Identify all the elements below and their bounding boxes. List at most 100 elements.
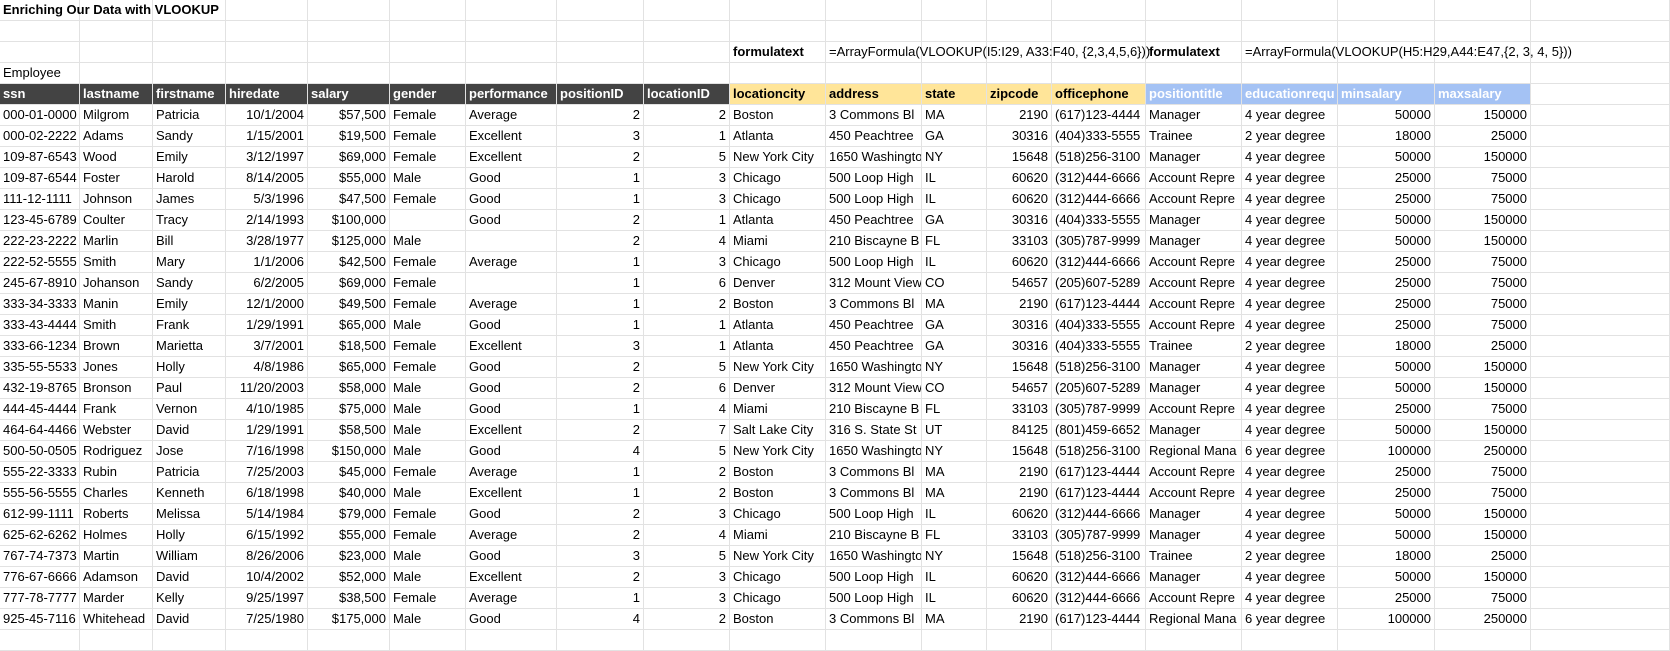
cell-state[interactable]: MA <box>922 483 987 504</box>
cell-educationrequ[interactable]: 2 year degree <box>1242 126 1338 147</box>
cell[interactable] <box>390 42 466 63</box>
cell[interactable] <box>308 21 390 42</box>
cell-salary[interactable]: $49,500 <box>308 294 390 315</box>
cell-zipcode[interactable]: 60620 <box>987 567 1052 588</box>
cell-maxsalary[interactable]: 25000 <box>1435 336 1531 357</box>
cell-minsalary[interactable]: 50000 <box>1338 147 1435 168</box>
cell-minsalary[interactable]: 50000 <box>1338 231 1435 252</box>
cell-address[interactable]: 450 Peachtree <box>826 336 922 357</box>
cell-positiontitle[interactable]: Manager <box>1146 504 1242 525</box>
cell-maxsalary[interactable]: 150000 <box>1435 420 1531 441</box>
cell-address[interactable]: 3 Commons Bl <box>826 105 922 126</box>
cell-hiredate[interactable]: 6/18/1998 <box>226 483 308 504</box>
cell-positionid[interactable]: 2 <box>557 504 644 525</box>
cell-positiontitle[interactable]: Trainee <box>1146 126 1242 147</box>
cell-maxsalary[interactable]: 75000 <box>1435 483 1531 504</box>
cell[interactable] <box>1531 0 1670 21</box>
cell-performance[interactable]: Excellent <box>466 420 557 441</box>
cell-firstname[interactable]: Holly <box>153 525 226 546</box>
cell-address[interactable]: 500 Loop High <box>826 168 922 189</box>
cell[interactable] <box>226 21 308 42</box>
cell-maxsalary[interactable]: 75000 <box>1435 252 1531 273</box>
cell-positiontitle[interactable]: Account Repre <box>1146 189 1242 210</box>
cell[interactable] <box>390 21 466 42</box>
cell-maxsalary[interactable]: 75000 <box>1435 315 1531 336</box>
cell-address[interactable]: 500 Loop High <box>826 504 922 525</box>
cell-performance[interactable]: Good <box>466 546 557 567</box>
cell-ssn[interactable]: 333-66-1234 <box>0 336 80 357</box>
cell[interactable] <box>730 0 826 21</box>
cell-salary[interactable]: $79,000 <box>308 504 390 525</box>
cell-educationrequ[interactable]: 4 year degree <box>1242 252 1338 273</box>
cell-firstname[interactable]: Holly <box>153 357 226 378</box>
cell-educationrequ[interactable]: 4 year degree <box>1242 147 1338 168</box>
cell-minsalary[interactable]: 25000 <box>1338 399 1435 420</box>
cell-performance[interactable]: Good <box>466 168 557 189</box>
cell-zipcode[interactable]: 30316 <box>987 336 1052 357</box>
cell[interactable] <box>557 0 644 21</box>
header-officephone[interactable]: officephone <box>1052 84 1146 105</box>
cell-positionid[interactable]: 1 <box>557 315 644 336</box>
cell-maxsalary[interactable]: 25000 <box>1435 126 1531 147</box>
cell-gender[interactable]: Male <box>390 168 466 189</box>
cell[interactable] <box>922 63 987 84</box>
cell-ssn[interactable]: 776-67-6666 <box>0 567 80 588</box>
cell-firstname[interactable]: David <box>153 420 226 441</box>
cell[interactable] <box>466 630 557 651</box>
cell-hiredate[interactable]: 1/29/1991 <box>226 315 308 336</box>
cell-positiontitle[interactable]: Manager <box>1146 420 1242 441</box>
cell-locationid[interactable]: 3 <box>644 588 730 609</box>
cell-educationrequ[interactable]: 4 year degree <box>1242 420 1338 441</box>
cell-state[interactable]: MA <box>922 105 987 126</box>
cell-lastname[interactable]: Charles <box>80 483 153 504</box>
cell[interactable] <box>1531 378 1670 399</box>
cell[interactable] <box>80 63 153 84</box>
header-maxsalary[interactable]: maxsalary <box>1435 84 1531 105</box>
cell-address[interactable]: 210 Biscayne B <box>826 399 922 420</box>
cell[interactable] <box>1052 21 1146 42</box>
cell-zipcode[interactable]: 33103 <box>987 525 1052 546</box>
cell-locationid[interactable]: 1 <box>644 126 730 147</box>
cell-salary[interactable]: $69,000 <box>308 147 390 168</box>
cell-positiontitle[interactable]: Account Repre <box>1146 315 1242 336</box>
cell[interactable] <box>1531 357 1670 378</box>
cell-maxsalary[interactable]: 75000 <box>1435 294 1531 315</box>
cell-address[interactable]: 3 Commons Bl <box>826 609 922 630</box>
cell-positionid[interactable]: 1 <box>557 168 644 189</box>
cell-performance[interactable]: Average <box>466 588 557 609</box>
cell-ssn[interactable]: 464-64-4466 <box>0 420 80 441</box>
cell-salary[interactable]: $47,500 <box>308 189 390 210</box>
cell[interactable] <box>557 63 644 84</box>
cell-gender[interactable]: Female <box>390 273 466 294</box>
cell-gender[interactable]: Female <box>390 294 466 315</box>
cell-performance[interactable]: Average <box>466 294 557 315</box>
cell-hiredate[interactable]: 1/15/2001 <box>226 126 308 147</box>
cell-educationrequ[interactable]: 4 year degree <box>1242 105 1338 126</box>
cell-maxsalary[interactable]: 75000 <box>1435 189 1531 210</box>
cell-lastname[interactable]: Foster <box>80 168 153 189</box>
cell-zipcode[interactable]: 60620 <box>987 189 1052 210</box>
cell-locationid[interactable]: 7 <box>644 420 730 441</box>
cell-firstname[interactable]: David <box>153 567 226 588</box>
cell-state[interactable]: IL <box>922 189 987 210</box>
cell[interactable] <box>226 630 308 651</box>
cell-locationcity[interactable]: Boston <box>730 483 826 504</box>
cell-educationrequ[interactable]: 4 year degree <box>1242 357 1338 378</box>
cell-educationrequ[interactable]: 4 year degree <box>1242 231 1338 252</box>
cell-positionid[interactable]: 2 <box>557 105 644 126</box>
cell-firstname[interactable]: Frank <box>153 315 226 336</box>
cell-positiontitle[interactable]: Account Repre <box>1146 294 1242 315</box>
cell-gender[interactable] <box>390 210 466 231</box>
cell-ssn[interactable]: 222-52-5555 <box>0 252 80 273</box>
cell-salary[interactable]: $40,000 <box>308 483 390 504</box>
cell-ssn[interactable]: 335-55-5533 <box>0 357 80 378</box>
cell-positiontitle[interactable]: Account Repre <box>1146 168 1242 189</box>
cell-salary[interactable]: $65,000 <box>308 357 390 378</box>
cell-locationcity[interactable]: Boston <box>730 609 826 630</box>
cell-minsalary[interactable]: 25000 <box>1338 189 1435 210</box>
cell-gender[interactable]: Female <box>390 504 466 525</box>
cell-educationrequ[interactable]: 4 year degree <box>1242 294 1338 315</box>
cell-positiontitle[interactable]: Manager <box>1146 378 1242 399</box>
header-minsalary[interactable]: minsalary <box>1338 84 1435 105</box>
cell-ssn[interactable]: 777-78-7777 <box>0 588 80 609</box>
